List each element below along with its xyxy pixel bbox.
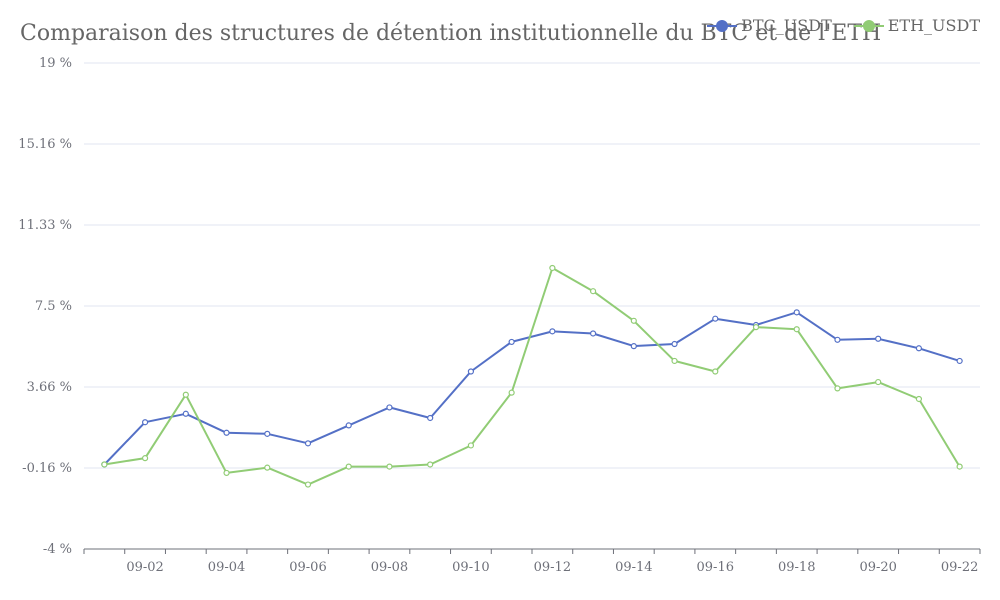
series-line-eth-usdt	[104, 267, 961, 486]
x-tick-label: 09-12	[534, 560, 571, 575]
data-point-eth-usdt[interactable]	[264, 464, 271, 471]
data-point-btc-usdt[interactable]	[264, 430, 271, 437]
data-point-btc-usdt[interactable]	[915, 345, 923, 352]
x-tick-label: 09-20	[859, 560, 896, 575]
legend-item-btc[interactable]: BTC_USDT	[707, 16, 832, 35]
data-point-eth-usdt[interactable]	[589, 288, 597, 295]
data-point-eth-usdt[interactable]	[141, 455, 149, 462]
chart-legend: BTC_USDT ETH_USDT	[707, 16, 980, 35]
data-point-btc-usdt[interactable]	[386, 404, 393, 411]
x-tick-label: 09-14	[615, 560, 652, 575]
data-point-btc-usdt[interactable]	[508, 338, 515, 346]
x-tick-label: 09-10	[452, 560, 489, 575]
data-point-btc-usdt[interactable]	[630, 343, 637, 350]
x-tick-label: 09-06	[289, 560, 326, 575]
data-point-btc-usdt[interactable]	[712, 315, 719, 322]
y-tick-label: 15.16 %	[18, 137, 72, 152]
data-point-eth-usdt[interactable]	[223, 469, 230, 477]
legend-label-btc: BTC_USDT	[741, 16, 832, 35]
chart-title: Comparaison des structures de détention …	[20, 21, 882, 46]
data-point-btc-usdt[interactable]	[427, 414, 434, 422]
y-tick-label: 19 %	[39, 56, 72, 71]
data-point-eth-usdt[interactable]	[427, 461, 434, 468]
data-point-eth-usdt[interactable]	[793, 326, 800, 333]
data-point-eth-usdt[interactable]	[467, 442, 475, 449]
data-point-eth-usdt[interactable]	[752, 324, 760, 331]
x-tick-label: 09-18	[778, 560, 815, 575]
data-point-btc-usdt[interactable]	[223, 429, 230, 436]
y-tick-label: 11.33 %	[18, 218, 72, 233]
legend-label-eth: ETH_USDT	[887, 16, 980, 35]
data-point-eth-usdt[interactable]	[345, 463, 352, 470]
data-point-btc-usdt[interactable]	[875, 335, 882, 342]
data-point-eth-usdt[interactable]	[304, 481, 312, 488]
data-point-btc-usdt[interactable]	[549, 328, 556, 335]
data-point-btc-usdt[interactable]	[345, 422, 352, 429]
data-point-eth-usdt[interactable]	[101, 461, 108, 468]
series-line-btc-usdt	[103, 311, 960, 466]
data-point-btc-usdt[interactable]	[956, 357, 963, 365]
data-point-btc-usdt[interactable]	[141, 419, 149, 426]
x-tick-label: 09-22	[941, 560, 978, 575]
x-tick-label: 09-04	[208, 560, 245, 575]
y-tick-label: -0.16 %	[22, 461, 72, 476]
data-point-btc-usdt[interactable]	[304, 440, 312, 447]
y-tick-label: -4 %	[43, 542, 72, 557]
legend-swatch-eth	[853, 19, 884, 33]
y-tick-label: 7.5 %	[35, 299, 72, 314]
x-tick-label: 09-16	[697, 560, 734, 575]
legend-swatch-btc	[707, 19, 738, 33]
legend-item-eth[interactable]: ETH_USDT	[853, 16, 980, 35]
data-point-eth-usdt[interactable]	[915, 395, 923, 403]
data-point-eth-usdt[interactable]	[630, 317, 637, 324]
y-tick-label: 3.66 %	[27, 380, 72, 395]
data-point-eth-usdt[interactable]	[549, 264, 556, 272]
data-point-eth-usdt[interactable]	[182, 391, 189, 398]
data-point-eth-usdt[interactable]	[875, 378, 882, 386]
data-point-btc-usdt[interactable]	[589, 330, 597, 337]
data-point-eth-usdt[interactable]	[834, 385, 841, 392]
data-point-eth-usdt[interactable]	[508, 389, 515, 396]
data-point-btc-usdt[interactable]	[671, 340, 678, 348]
data-point-eth-usdt[interactable]	[386, 463, 393, 470]
data-point-btc-usdt[interactable]	[182, 410, 189, 417]
x-tick-label: 09-02	[126, 560, 163, 575]
data-point-eth-usdt[interactable]	[671, 357, 678, 365]
data-point-eth-usdt[interactable]	[956, 463, 963, 470]
data-point-btc-usdt[interactable]	[793, 309, 800, 316]
data-point-eth-usdt[interactable]	[712, 368, 719, 375]
data-point-btc-usdt[interactable]	[834, 336, 841, 343]
x-tick-label: 09-08	[371, 560, 408, 575]
data-point-btc-usdt[interactable]	[467, 368, 475, 375]
